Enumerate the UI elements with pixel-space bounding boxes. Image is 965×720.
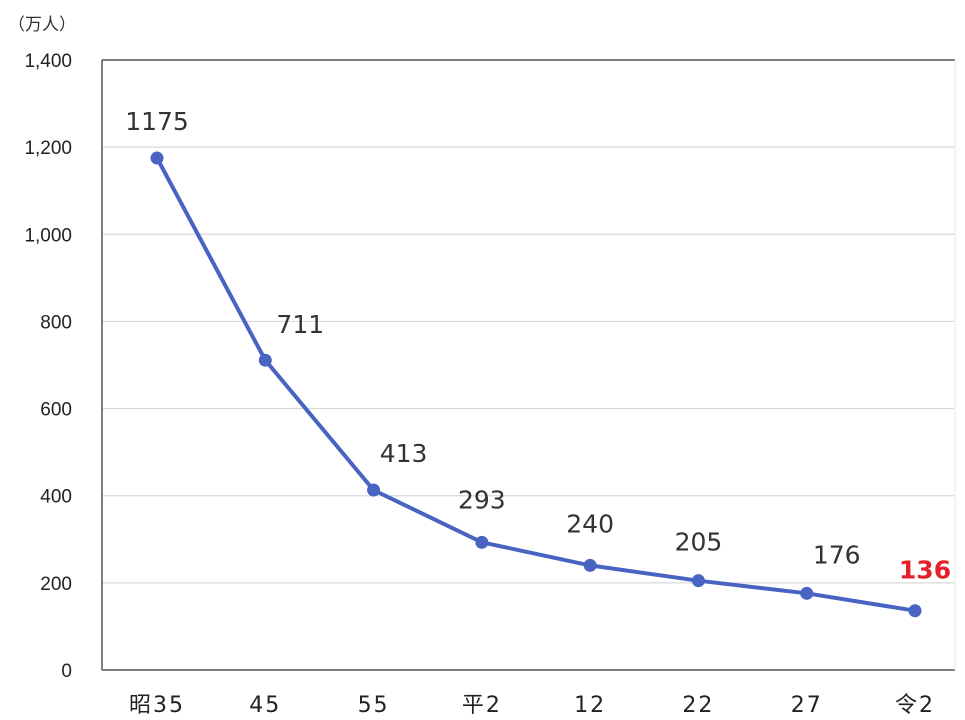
y-tick-label: 200: [40, 574, 72, 595]
x-tick-label: 27: [791, 693, 823, 718]
y-tick-label: 400: [40, 487, 72, 508]
data-label: 240: [566, 509, 614, 538]
x-tick-label: 昭35: [129, 693, 185, 718]
x-tick-label: 令2: [895, 693, 935, 718]
data-point: [908, 604, 922, 618]
gridlines: [102, 146, 955, 584]
data-point: [475, 535, 489, 549]
y-tick-label: 1,200: [24, 138, 72, 159]
data-point: [800, 586, 814, 600]
y-tick-labels: 0 200 400 600 800 1,000 1,200 1,400: [24, 51, 72, 682]
data-point: [691, 574, 705, 588]
data-label: 711: [276, 310, 324, 339]
y-unit-label: （万人）: [8, 15, 76, 35]
y-tick-label: 0: [61, 661, 72, 682]
axes: [101, 59, 956, 671]
x-tick-label: 平2: [462, 693, 502, 718]
data-point: [367, 483, 381, 497]
y-tick-label: 800: [40, 312, 72, 333]
x-tick-label: 55: [358, 693, 390, 718]
data-point: [150, 151, 164, 165]
data-labels: 1175 711 413 293 240 205 176 136: [125, 107, 951, 585]
y-tick-label: 1,400: [24, 51, 72, 72]
data-label: 136: [899, 556, 951, 585]
y-tick-label: 600: [40, 400, 72, 421]
data-label: 176: [813, 540, 861, 569]
x-tick-labels: 昭35 45 55 平2 12 22 27 令2: [129, 693, 935, 718]
series-line-layer: [155, 156, 917, 613]
data-label: 1175: [125, 107, 189, 136]
y-tick-label: 1,000: [24, 225, 72, 246]
data-label: 293: [458, 485, 506, 514]
data-label: 205: [675, 528, 723, 557]
data-point: [583, 558, 597, 572]
data-point: [258, 353, 272, 367]
x-tick-label: 12: [574, 693, 606, 718]
data-label: 413: [380, 439, 428, 468]
x-tick-label: 45: [249, 693, 281, 718]
x-tick-label: 22: [682, 693, 714, 718]
series-line: [155, 156, 917, 613]
data-points: [150, 151, 922, 618]
